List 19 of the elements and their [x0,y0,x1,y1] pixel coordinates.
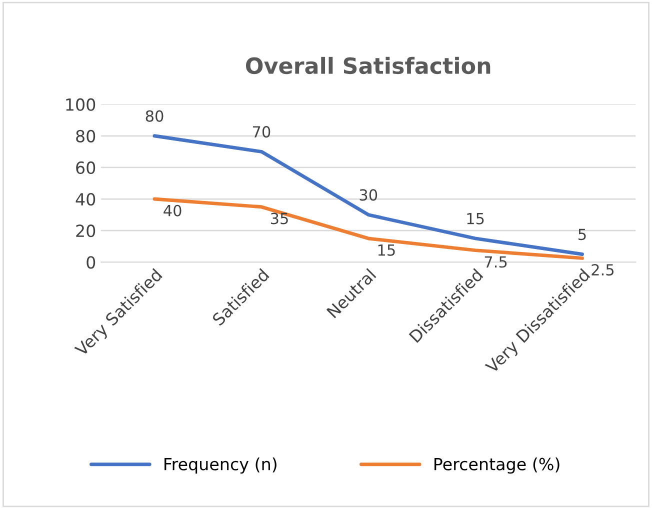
data-label: 15 [467,213,484,224]
y-tick-label: 20 [76,224,96,238]
legend-label: Percentage (%) [434,458,560,474]
legend-label: Frequency (n) [164,458,276,474]
data-label: 5 [578,228,586,240]
data-label: 30 [360,189,378,201]
data-label: 35 [270,212,288,224]
data-label: 7.5 [484,256,507,268]
y-tick-label: 60 [76,161,96,174]
y-tick-label: 0 [86,256,96,269]
chart-title: Overall Satisfaction [246,56,490,74]
data-label: 70 [252,126,270,138]
data-label: 80 [146,110,164,122]
y-tick-label: 100 [66,98,96,111]
data-label: 40 [164,204,182,216]
data-label: 15 [378,244,395,256]
y-tick-label: 80 [76,130,96,142]
y-tick-label: 40 [76,192,96,206]
data-label: 2.5 [592,264,614,276]
